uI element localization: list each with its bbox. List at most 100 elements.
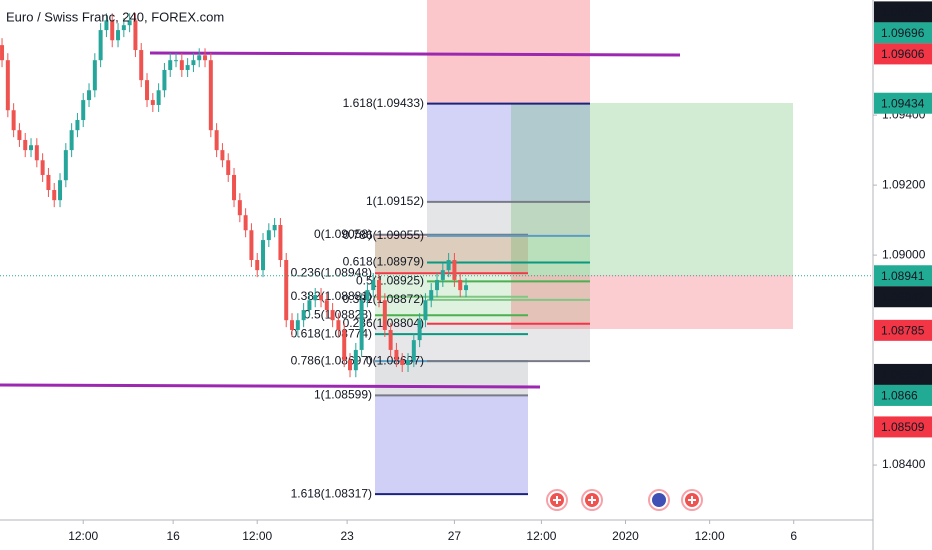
fib-label: 0.786(1.09055)	[343, 228, 424, 242]
fib-zone	[375, 237, 590, 322]
y-tick-label: 1.09000	[882, 247, 926, 261]
price-badge	[874, 319, 932, 341]
x-tick-label: 12:00	[526, 529, 556, 543]
price-badge	[874, 1, 932, 23]
fibonacci: 0(1.09058)0.236(1.08948)0.382(1.08881)0.…	[291, 96, 590, 500]
candle-body	[452, 260, 457, 280]
candle-body	[168, 60, 173, 70]
price-badge-label: 1.08509	[881, 420, 925, 434]
candle-body	[458, 279, 463, 291]
candle-body	[145, 80, 150, 101]
fib-label: 1(1.09152)	[366, 194, 424, 208]
fib-zone	[427, 202, 590, 237]
fib-label: 0.618(1.08774)	[291, 326, 372, 340]
candle-body	[17, 130, 22, 140]
fib-label: 0(1.09058)	[314, 227, 372, 241]
event-icons	[546, 489, 703, 511]
x-tick-label: 2020	[612, 529, 639, 543]
price-badge-label: 1.08941	[881, 269, 925, 283]
event-icon	[553, 496, 561, 504]
price-badge	[874, 363, 932, 385]
x-tick-label: 12:00	[68, 529, 98, 543]
candle-body	[75, 120, 80, 131]
price-badge	[874, 92, 932, 114]
candle-body	[58, 180, 63, 201]
candle-body	[52, 190, 57, 201]
trend-line	[0, 383, 541, 389]
price-badge	[874, 384, 932, 406]
candles	[0, 13, 469, 378]
candle-body	[46, 174, 51, 191]
candle-body	[388, 329, 393, 350]
candle-body	[446, 260, 451, 271]
candle-body	[11, 110, 16, 131]
candle-body	[295, 320, 300, 330]
price-badge	[874, 265, 932, 287]
candle-body	[348, 360, 353, 371]
fib-label: 1(1.08599)	[314, 388, 372, 402]
candle-body	[255, 260, 260, 271]
chart-title: Euro / Swiss Franc, 240, FOREX.com	[6, 9, 224, 24]
fib-label: 0.618(1.08979)	[343, 255, 424, 269]
candle-body	[179, 60, 184, 70]
candle-body	[150, 100, 155, 105]
candle-body	[313, 294, 318, 301]
fib-zone	[375, 322, 590, 361]
event-icon	[652, 493, 666, 507]
candle-body	[174, 60, 179, 62]
candle-body	[116, 30, 121, 41]
candle-body	[5, 60, 10, 111]
fib-label: 1.618(1.09433)	[343, 96, 424, 110]
candle-body	[237, 200, 242, 216]
candle-body	[417, 320, 422, 341]
candle-body	[87, 90, 92, 101]
candle-body	[92, 60, 97, 91]
candle-body	[359, 300, 364, 350]
candle-body	[278, 225, 283, 260]
candle-body	[261, 240, 266, 271]
candle-body	[203, 55, 208, 61]
candle-body	[208, 60, 213, 131]
candle-body	[272, 225, 277, 231]
x-tick-label: 27	[448, 529, 462, 543]
price-badge-label: 1.0866	[881, 389, 918, 403]
candle-body	[40, 160, 45, 175]
candle-body	[266, 230, 271, 241]
candle-body	[63, 150, 68, 181]
candle-body	[121, 25, 126, 31]
drawings	[0, 0, 793, 494]
x-tick-label: 16	[166, 529, 180, 543]
candle-body	[214, 130, 219, 151]
y-tick-label: 1.08400	[882, 457, 926, 471]
event-icon	[588, 496, 596, 504]
candle-body	[336, 320, 341, 330]
stop-zone	[511, 275, 793, 329]
price-badge-label: 1.09434	[881, 96, 925, 110]
candle-body	[81, 100, 86, 121]
candle-body	[284, 260, 289, 321]
candle-body	[371, 279, 376, 291]
fib-zone	[375, 361, 528, 395]
candle-body	[127, 20, 132, 26]
price-badge-label: 1.09696	[881, 26, 925, 40]
candle-body	[139, 50, 144, 81]
candle-body	[69, 130, 74, 151]
candle-body	[23, 139, 28, 151]
candle-body	[365, 290, 370, 301]
fib-zone	[427, 103, 590, 202]
fib-zone	[375, 235, 528, 273]
trend-line	[149, 51, 681, 57]
candle-body	[423, 300, 428, 321]
candle-body	[324, 300, 329, 311]
target-zone	[511, 103, 793, 275]
candle-body	[342, 329, 347, 361]
price-badge-label: 1.08942	[881, 290, 925, 304]
candle-body	[98, 30, 103, 61]
event-icon	[688, 496, 696, 504]
candle-body	[377, 279, 382, 301]
candle-body	[226, 160, 231, 175]
candle-body	[330, 310, 335, 321]
x-tick-label: 23	[340, 529, 354, 543]
price-badge-label: 1.09606	[881, 47, 925, 61]
